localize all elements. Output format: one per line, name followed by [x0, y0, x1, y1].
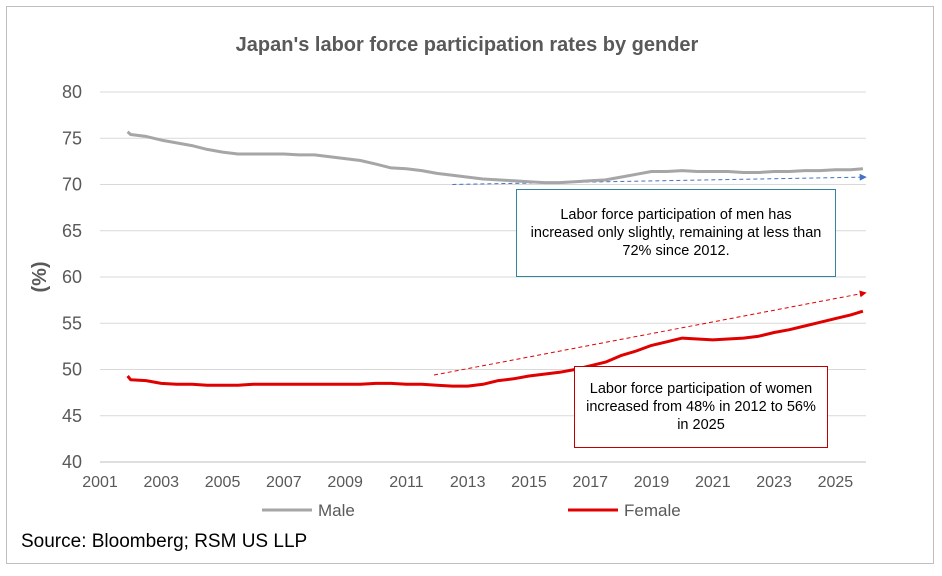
- x-tick-label: 2003: [143, 474, 179, 491]
- y-tick-label: 55: [62, 313, 82, 333]
- annotation-women-text: Labor force participation of women incre…: [586, 381, 816, 433]
- x-tick-label: 2023: [756, 474, 792, 491]
- annotation-women: Labor force participation of women incre…: [574, 366, 828, 448]
- legend: Male Female: [262, 501, 681, 520]
- x-tick-label: 2019: [634, 474, 670, 491]
- y-tick-label: 60: [62, 267, 82, 287]
- x-tick-label: 2007: [266, 474, 302, 491]
- x-axis-ticks: 2001 2003 2005 2007 2009 2011 2013 2015 2017 2019…: [82, 474, 853, 491]
- y-tick-label: 45: [62, 406, 82, 426]
- x-tick-label: 2009: [327, 474, 363, 491]
- x-tick-label: 2025: [818, 474, 854, 491]
- y-tick-label: 65: [62, 221, 82, 241]
- x-tick-label: 2005: [205, 474, 241, 491]
- y-tick-label: 80: [62, 82, 82, 102]
- chart-title: Japan's labor force participation rates …: [236, 34, 699, 56]
- x-tick-label: 2013: [450, 474, 486, 491]
- y-axis-label: (%): [29, 261, 51, 292]
- y-tick-label: 75: [62, 128, 82, 148]
- x-tick-label: 2017: [572, 474, 608, 491]
- legend-label-female: Female: [624, 501, 681, 520]
- x-tick-label: 2015: [511, 474, 547, 491]
- y-tick-label: 70: [62, 175, 82, 195]
- series-line-female: [126, 309, 864, 388]
- chart-frame: [6, 6, 934, 564]
- x-tick-label: 2001: [82, 474, 118, 491]
- x-tick-label: 2011: [389, 474, 424, 491]
- female-trend-arrow: [433, 290, 867, 376]
- legend-label-male: Male: [318, 501, 355, 520]
- series-line-male: [126, 130, 864, 185]
- trend-arrows: [433, 173, 867, 376]
- y-tick-label: 50: [62, 360, 82, 380]
- series-lines: [126, 130, 864, 388]
- y-axis-ticks: 40 45 50 55 60 65 70 75 80: [62, 82, 82, 472]
- source-note: Source: Bloomberg; RSM US LLP: [21, 531, 308, 552]
- y-tick-label: 40: [62, 452, 82, 472]
- annotation-men-text: Labor force participation of men has inc…: [530, 207, 822, 259]
- male-trend-arrow: [452, 173, 867, 185]
- annotation-men: Labor force participation of men has inc…: [516, 189, 836, 277]
- x-tick-label: 2021: [695, 474, 731, 491]
